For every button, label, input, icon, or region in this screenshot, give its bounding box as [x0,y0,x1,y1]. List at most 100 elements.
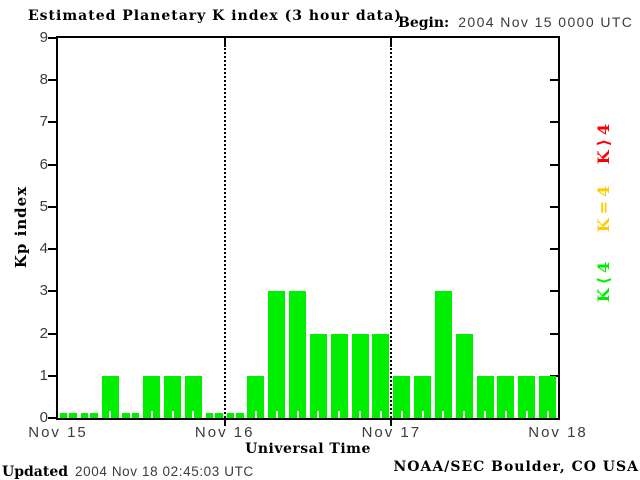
kp-bar [393,376,411,418]
y-tick-label: 0 [39,409,48,426]
y-tick-left [48,248,56,251]
kp-bar [122,413,140,418]
x-tick-notch [546,411,549,418]
x-tick-notch [379,411,382,418]
x-tick-notch [213,413,216,418]
day-boundary-gridline [390,48,393,418]
x-tick-notch [484,411,487,418]
x-tick-notch [317,411,320,418]
kp-bar [434,291,452,418]
x-day-label: Nov 16 [194,424,255,441]
y-tick-right [550,248,558,251]
y-tick-left [48,374,56,377]
x-tick-notch [525,411,528,418]
y-tick-label: 9 [39,29,48,46]
y-tick-right [550,205,558,208]
kp-bar [184,376,202,418]
begin-value: 2004 Nov 15 0000 UTC [458,14,634,30]
y-tick-left [48,417,56,419]
y-tick-label: 2 [39,324,48,342]
x-tick-top [390,38,393,47]
kp-bar [289,291,307,418]
updated-value: 2004 Nov 18 02:45:03 UTC [75,464,254,479]
x-tick-notch [463,411,466,418]
updated-line: Updated 2004 Nov 18 02:45:03 UTC [2,461,254,480]
x-axis-title: Universal Time [245,441,371,457]
x-tick-notch [338,411,341,418]
kp-bar [414,376,432,418]
x-tick-notch [504,411,507,418]
y-tick-right [550,79,558,82]
kp-bar [497,376,515,418]
x-day-label: Nov 17 [361,424,422,441]
x-tick-notch [67,413,70,418]
y-tick-left [48,37,56,39]
y-tick-left [48,205,56,208]
x-tick-notch [296,411,299,418]
kp-bar [226,413,244,418]
kp-bar [164,376,182,418]
y-tick-left [48,290,56,293]
x-tick-notch [400,411,403,418]
kp-bar [101,376,119,418]
begin-line: Begin: 2004 Nov 15 0000 UTC [398,12,633,31]
attribution-text: NOAA/SEC Boulder, CO USA [393,459,639,475]
y-tick-left [48,121,56,124]
y-tick-left [48,79,56,82]
y-tick-label: 6 [39,155,48,173]
legend-label-k-eq-4: K=4 [594,181,613,233]
y-tick-right [550,332,558,335]
x-tick-notch [275,411,278,418]
x-day-label: Nov 18 [528,424,588,441]
begin-label: Begin: [398,15,450,31]
y-tick-left [48,163,56,166]
y-tick-label: 3 [39,282,48,300]
x-tick-bottom [390,420,393,426]
chart-title: Estimated Planetary K index (3 hour data… [28,8,402,24]
x-tick-notch [254,411,257,418]
kp-bar [268,291,286,418]
kp-bar [372,334,390,418]
updated-label: Updated [2,464,69,480]
kp-bar [330,334,348,418]
x-tick-notch [171,411,174,418]
x-tick-notch [88,413,91,418]
y-tick-left [48,332,56,335]
x-tick-notch [109,411,112,418]
kp-bar [351,334,369,418]
y-tick-label: 4 [39,240,48,258]
legend-label-k-lt-4: K⟨4 [594,257,613,303]
x-tick-notch [421,411,424,418]
x-tick-notch [150,411,153,418]
y-tick-right [550,163,558,166]
y-tick-right [550,374,558,377]
x-tick-notch [192,411,195,418]
kp-bar [455,334,473,418]
x-tick-notch [442,411,445,418]
x-tick-notch [129,413,132,418]
kp-bar [143,376,161,418]
x-tick-bottom [223,420,226,426]
kp-bar [205,413,223,418]
x-tick-top [223,38,226,47]
kp-bar [539,376,557,418]
y-tick-label: 1 [39,366,48,384]
y-tick-right [550,290,558,293]
y-tick-label: 5 [39,197,48,215]
day-boundary-gridline [223,48,226,418]
y-tick-label: 7 [39,113,48,131]
y-tick-right [550,121,558,124]
kp-bar [518,376,536,418]
kp-bar [309,334,327,418]
y-axis-title: Kp index [12,185,30,269]
kp-bar [476,376,494,418]
kp-bar [80,413,98,418]
kp-bar [247,376,265,418]
kp-bar [59,413,77,418]
plot-area [56,36,560,420]
x-tick-notch [359,411,362,418]
x-tick-notch [234,413,237,418]
x-day-label: Nov 15 [28,424,88,441]
y-tick-label: 8 [39,71,48,89]
